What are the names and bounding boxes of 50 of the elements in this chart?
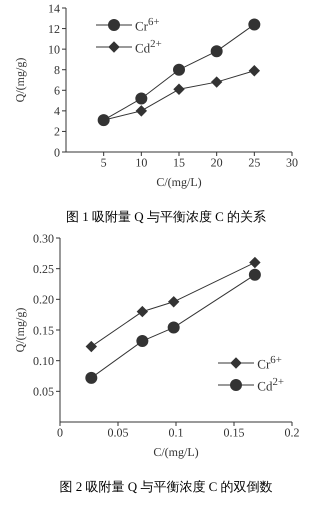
point [174, 84, 184, 95]
y-tick-label: 0.30 [33, 231, 54, 246]
y-tick-label: 2 [54, 124, 60, 139]
x-tick-label: 15 [173, 156, 185, 170]
y-tick-label: 14 [48, 1, 60, 16]
y-tick-label: 0 [54, 145, 60, 160]
point [210, 45, 223, 58]
x-axis-title: C/(mg/L) [153, 445, 199, 459]
y-tick-label: 0.20 [33, 292, 54, 307]
y-tick-label: 0.15 [33, 323, 54, 338]
y-tick-label: 10 [48, 42, 60, 56]
x-tick-label: 0.15 [224, 426, 244, 440]
x-tick-label: 10 [135, 156, 148, 170]
x-tick-label: 30 [286, 156, 298, 170]
point [248, 268, 261, 281]
y-tick-label: 8 [54, 62, 60, 77]
point [85, 372, 98, 384]
legend-label: Cr$^{6+}$ [257, 354, 282, 372]
x-tick-label: 20 [210, 156, 223, 170]
point [168, 296, 180, 308]
x-tick-label: 0.05 [108, 426, 128, 440]
point [136, 335, 148, 348]
x-axis-title: C/(mg/L) [156, 175, 202, 189]
y-tick-label: 6 [54, 84, 60, 98]
y-tick-label: 0.25 [33, 262, 54, 276]
point [135, 92, 148, 105]
point [136, 105, 147, 116]
text: 图 2 吸附量 Q 与平衡浓度 C 的双倒数 [58, 478, 274, 496]
y-tick-label: 4 [54, 104, 60, 118]
legend-label: Cd$^{2+}$ [135, 38, 162, 56]
point [248, 18, 260, 30]
y-tick-label: 12 [48, 22, 60, 36]
point [249, 257, 260, 268]
point [168, 322, 180, 334]
x-tick-label: 25 [248, 156, 260, 170]
legend-label: Cd$^{2+}$ [257, 376, 284, 394]
y-axis-title: Q/(mg/g) [13, 308, 27, 352]
text: 图 1 吸附量 Q 与平衡浓度 C 的关系 [64, 208, 268, 226]
y-axis-title: Q/(mg/g) [13, 58, 27, 102]
point [211, 76, 222, 88]
x-tick-label: 0.1 [168, 426, 184, 440]
x-tick-label: 0.2 [284, 426, 300, 440]
point [136, 306, 148, 318]
y-tick-label: 0.10 [33, 354, 54, 368]
x-tick-label: 5 [100, 156, 107, 170]
legend-label: Cr$^{6+}$ [135, 16, 160, 34]
y-tick-label: 0.05 [33, 384, 54, 399]
point [86, 341, 97, 352]
point [173, 64, 185, 76]
point [248, 65, 260, 76]
